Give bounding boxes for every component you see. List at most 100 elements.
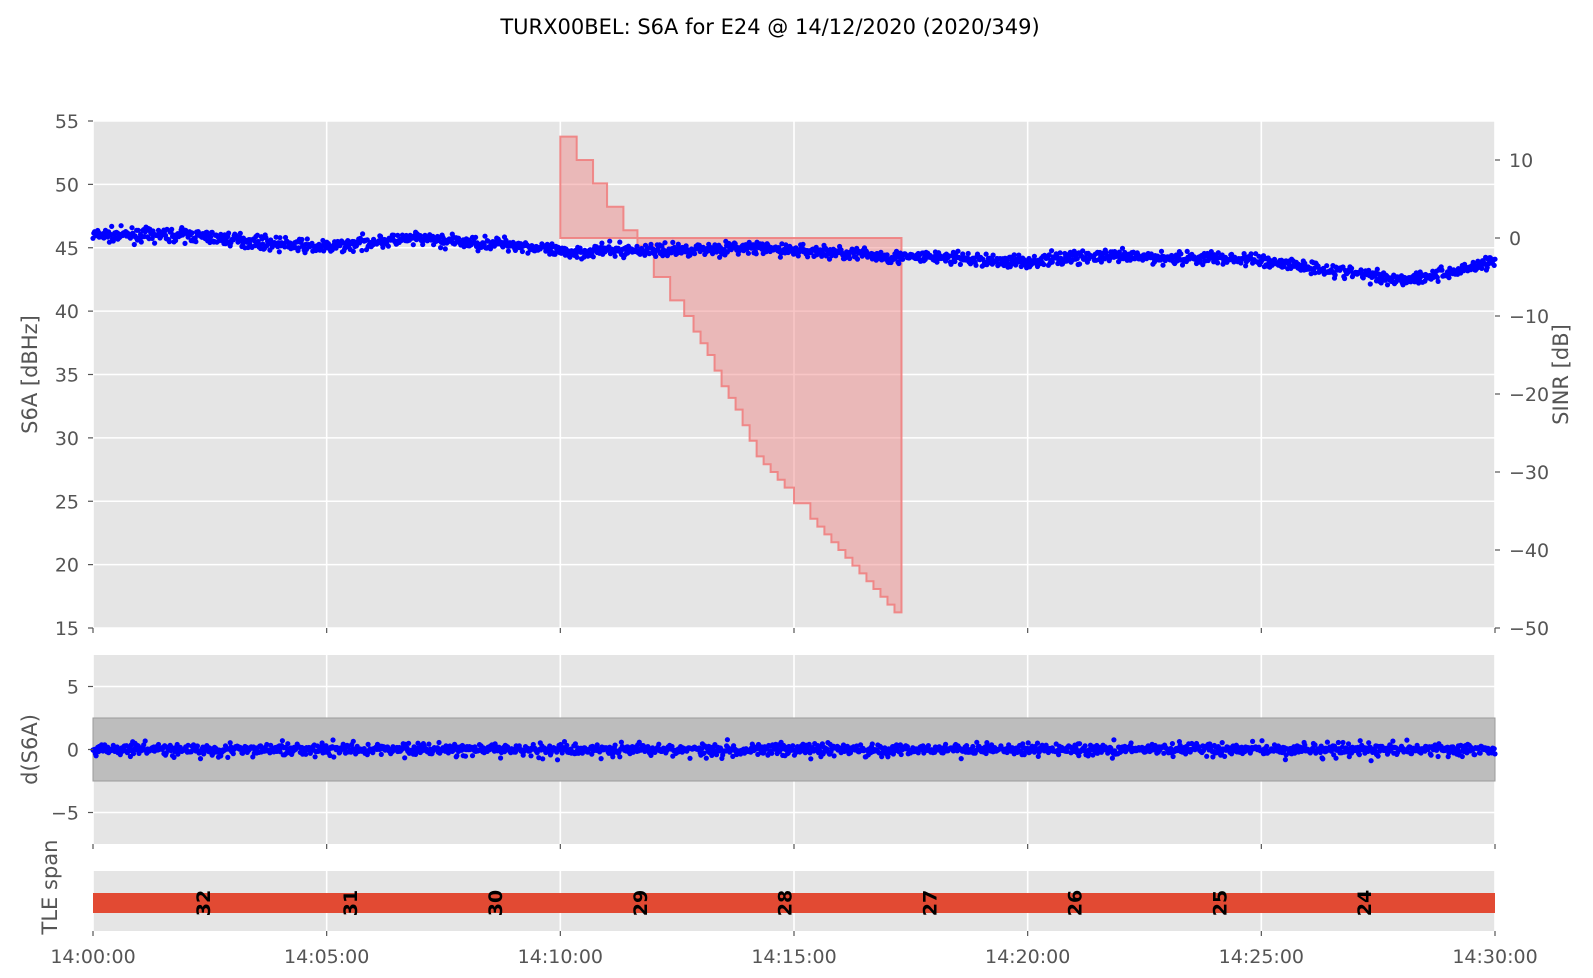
s6a-point — [299, 236, 305, 243]
ds6a-point — [564, 742, 570, 748]
tle-y-axis-label: TLE span — [38, 840, 62, 936]
y-tick-label: −5 — [51, 803, 79, 825]
ds6a-point — [815, 743, 821, 749]
s6a-point — [380, 244, 386, 250]
ds6a-point — [915, 750, 921, 756]
s6a-point — [237, 230, 243, 236]
ds6a-point — [227, 740, 233, 746]
s6a-point — [1491, 262, 1497, 268]
s6a-point — [577, 245, 583, 251]
ds6a-panel: −5 0 5 d(S6A) — [18, 655, 1498, 849]
ds6a-point — [1035, 753, 1041, 760]
s6a-point — [574, 254, 580, 260]
s6a-point — [166, 239, 172, 245]
ds6a-point — [1317, 749, 1323, 756]
ds6a-point — [1204, 753, 1210, 759]
s6a-point — [1384, 282, 1391, 288]
ds6a-point — [264, 741, 270, 748]
s6a-point — [410, 242, 416, 248]
y-tick-label: 25 — [55, 491, 79, 513]
sinr-y-axis-label: SINR [dB] — [1549, 324, 1573, 425]
ds6a-point — [323, 743, 329, 749]
y-tick-label: 0 — [67, 740, 79, 762]
s6a-point — [296, 245, 302, 251]
ds6a-point — [755, 751, 761, 758]
ds6a-point — [130, 751, 137, 757]
tle-label: 31 — [340, 890, 362, 916]
s6a-point — [1302, 260, 1308, 266]
ds6a-point — [1056, 752, 1062, 758]
s6a-point — [360, 231, 366, 237]
ds6a-point — [1076, 753, 1082, 759]
s6a-point — [1312, 270, 1318, 276]
s6a-panel: 15 20 25 30 35 40 45 50 55 −50 −40 −30 −20 −10 0 10 S6… — [18, 111, 1573, 640]
s6a-point — [599, 240, 605, 246]
ds6a-point — [1320, 756, 1326, 762]
s6a-point — [1349, 265, 1355, 271]
ds6a-point — [365, 741, 371, 748]
s6a-point — [129, 225, 135, 231]
s6a-point — [745, 250, 752, 256]
ds6a-point — [142, 738, 148, 744]
s6a-point — [1119, 245, 1126, 251]
ds6a-point — [1356, 752, 1362, 758]
ds6a-point — [720, 752, 726, 758]
ds6a-point — [687, 755, 693, 761]
ds6a-point — [1111, 737, 1117, 743]
s6a-point — [1479, 265, 1485, 271]
ds6a-point — [528, 753, 534, 759]
s6a-point — [1215, 250, 1221, 256]
s6a-point — [304, 236, 310, 242]
x-tick-label: 14:15:00 — [751, 946, 836, 968]
ds6a-point — [1034, 740, 1041, 746]
s6a-point — [607, 238, 613, 244]
s6a-point — [648, 241, 654, 247]
s6a-point — [173, 237, 179, 244]
s6a-point — [955, 248, 961, 254]
s6a-point — [118, 223, 124, 229]
ds6a-point — [194, 743, 200, 749]
y-right-tick-label: −40 — [1509, 540, 1549, 562]
ds6a-point — [984, 740, 990, 746]
x-tick-label: 14:20:00 — [985, 946, 1070, 968]
ds6a-y-ticks: −5 0 5 — [51, 677, 93, 825]
y-right-tick-label: 10 — [1509, 150, 1533, 172]
ds6a-point — [185, 742, 191, 748]
s6a-point — [1049, 259, 1055, 265]
ds6a-point — [155, 741, 162, 748]
ds6a-point — [93, 753, 99, 759]
s6a-point — [106, 239, 112, 245]
s6a-point — [254, 232, 260, 238]
ds6a-point — [345, 744, 351, 750]
s6a-point — [442, 246, 448, 252]
s6a-point — [1243, 263, 1249, 269]
s6a-point — [847, 255, 853, 262]
y-right-tick-label: −20 — [1509, 384, 1549, 406]
ds6a-point — [925, 743, 932, 749]
ds6a-point — [469, 753, 476, 759]
ds6a-point — [1077, 741, 1083, 747]
s6a-point — [505, 248, 511, 254]
ds6a-point — [713, 752, 720, 758]
s6a-point — [1011, 252, 1017, 258]
ds6a-point — [854, 743, 860, 749]
s6a-point — [1049, 248, 1055, 254]
s6a-point — [391, 232, 397, 238]
ds6a-point — [554, 757, 561, 763]
ds6a-point — [617, 754, 623, 760]
ds6a-point — [268, 742, 274, 749]
s6a-point — [1116, 249, 1122, 255]
ds6a-point — [378, 751, 384, 758]
s6a-point — [1484, 265, 1490, 271]
ds6a-point — [610, 754, 616, 760]
y-right-tick-label: −50 — [1509, 618, 1549, 640]
s6a-point — [1074, 255, 1080, 262]
s6a-point — [208, 234, 214, 240]
s6a-point — [805, 254, 811, 260]
s6a-point — [1046, 252, 1052, 258]
ds6a-point — [572, 741, 579, 747]
ds6a-point — [1264, 743, 1270, 749]
s6a-point — [1281, 263, 1287, 270]
s6a-series — [90, 223, 1498, 288]
s6a-point — [662, 240, 668, 246]
